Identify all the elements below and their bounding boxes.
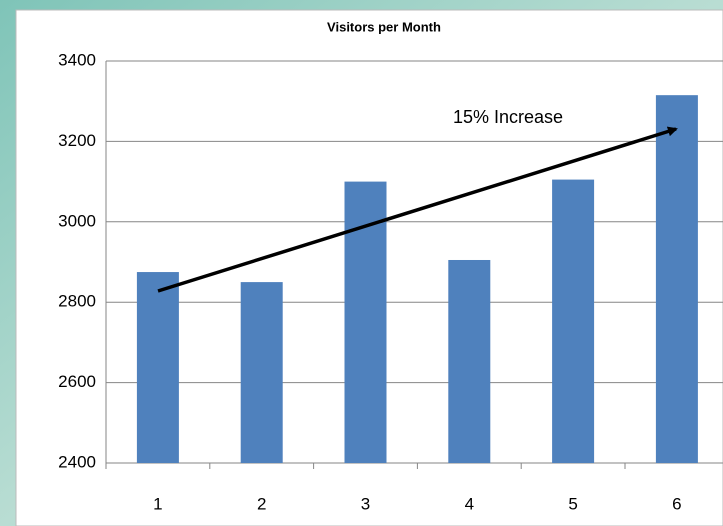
y-tick-label: 3000 [58,211,96,230]
bar [552,179,595,463]
x-tick-label: 2 [257,494,266,513]
y-tick-label: 3200 [58,131,96,150]
x-tick-label: 6 [672,494,681,513]
y-tick-label: 2600 [58,372,96,391]
chart-title: Visitors per Month [327,19,441,34]
x-tick-label: 1 [153,494,162,513]
bar [136,272,179,463]
bar [344,181,387,463]
trend-arrow [157,126,678,293]
y-tick-label: 2400 [58,452,96,471]
bar [240,282,283,463]
y-tick-label: 2800 [58,292,96,311]
y-tick-label: 3400 [58,50,96,69]
plot-area: 2400 2600 2800 3000 3200 3400 1 2 3 4 5 6 [58,50,723,513]
annotation: 15% Increase [453,107,563,127]
x-tick-label: 4 [465,494,474,513]
bar [448,259,491,463]
x-tick-label: 3 [361,494,370,513]
x-tick-label: 5 [568,494,577,513]
bar [655,95,698,464]
